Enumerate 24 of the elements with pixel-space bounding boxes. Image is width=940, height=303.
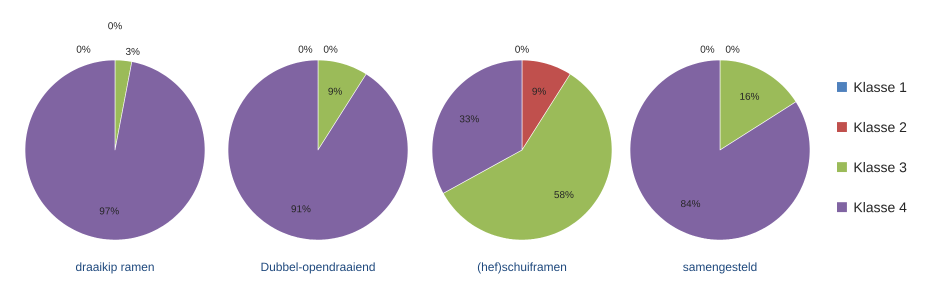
legend-label: Klasse 1 bbox=[854, 82, 906, 92]
text: 0% bbox=[726, 46, 740, 53]
data-label: 84% bbox=[680, 200, 700, 208]
text: 0% bbox=[108, 22, 122, 30]
text: 0% bbox=[700, 46, 714, 53]
data-label: 9% bbox=[532, 88, 546, 95]
text: samengesteld bbox=[683, 262, 756, 274]
legend-label: Klasse 3 bbox=[854, 162, 906, 172]
data-label: 33% bbox=[460, 115, 479, 122]
text: 0% bbox=[76, 46, 90, 53]
text: 0% bbox=[324, 46, 338, 53]
text: 0% bbox=[298, 46, 312, 53]
text: draaikip ramen bbox=[76, 262, 154, 274]
data-label: 9% bbox=[328, 88, 342, 95]
legend-label: Klasse 2 bbox=[854, 122, 906, 132]
text: Dubbel-opendraaiend bbox=[261, 262, 375, 274]
text: 0% bbox=[515, 46, 529, 53]
data-label: 91% bbox=[291, 205, 311, 212]
data-label: 3% bbox=[126, 48, 140, 55]
data-label: 16% bbox=[740, 92, 760, 100]
data-label: 58% bbox=[554, 191, 574, 198]
data-label: 97% bbox=[100, 207, 119, 214]
legend-label: Klasse 4 bbox=[854, 202, 906, 212]
text: (hef)schuiframen bbox=[478, 262, 566, 274]
